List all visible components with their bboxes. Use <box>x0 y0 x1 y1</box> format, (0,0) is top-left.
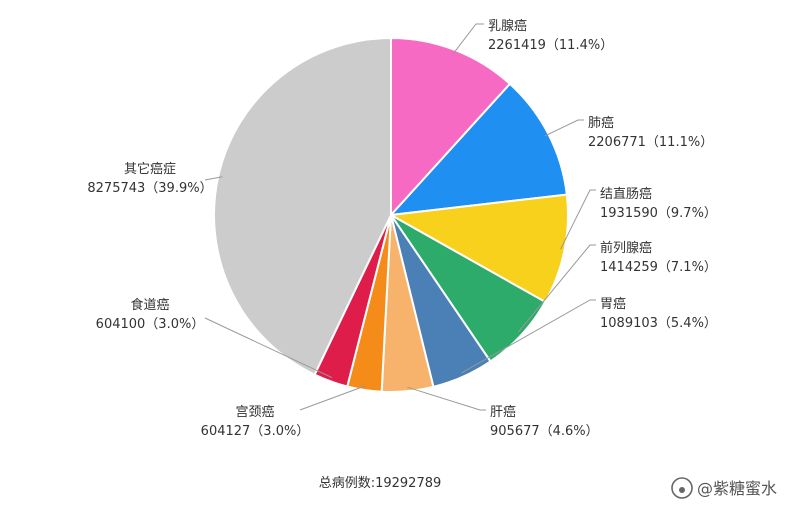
slice-value-label-7: 604127（3.0%） <box>201 424 310 439</box>
watermark: @紫糖蜜水 <box>671 477 777 499</box>
slice-name-label-6: 肝癌 <box>490 404 516 420</box>
leader-line-4 <box>517 244 596 333</box>
pie-slice-9 <box>213 36 392 376</box>
slice-name-label-8: 食道癌 <box>130 297 169 313</box>
slice-value-label-6: 905677（4.6%） <box>490 424 599 439</box>
slice-value-label-2: 2206771（11.1%） <box>588 135 713 150</box>
leader-line-6 <box>407 386 486 411</box>
leader-line-1 <box>452 23 484 54</box>
pie-slice-1 <box>390 36 512 218</box>
slice-labels: 乳腺癌 2261419（11.4%） 肺癌 2206771（11.1%） 结直肠癌 193… <box>87 18 717 439</box>
leader-line-3 <box>560 189 596 250</box>
slice-value-label-5: 1089103（5.4%） <box>600 316 717 331</box>
weibo-icon-dot <box>679 487 685 493</box>
leader-line-8 <box>204 317 333 379</box>
slice-value-label-1: 2261419（11.4%） <box>488 38 613 53</box>
slice-name-label-7: 宫颈癌 <box>235 404 274 420</box>
leader-line-5 <box>461 299 596 374</box>
watermark-text: @紫糖蜜水 <box>697 479 777 498</box>
total-cases-label: 总病例数:19292789 <box>319 476 442 491</box>
slice-name-label-9: 其它癌症 <box>124 161 176 177</box>
leader-line-2 <box>544 119 584 137</box>
slice-name-label-2: 肺癌 <box>588 115 614 131</box>
slice-value-label-9: 8275743（39.9%） <box>87 181 212 196</box>
leader-line-9 <box>204 176 223 181</box>
pie-slices <box>213 36 570 393</box>
leader-line-7 <box>299 385 366 411</box>
slice-name-label-4: 前列腺癌 <box>600 240 652 256</box>
slice-name-label-3: 结直肠癌 <box>600 186 652 202</box>
slice-value-label-8: 604100（3.0%） <box>96 317 205 332</box>
leader-lines <box>204 23 596 411</box>
slice-name-label-1: 乳腺癌 <box>488 18 527 34</box>
slice-value-label-4: 1414259（7.1%） <box>600 260 717 275</box>
weibo-icon <box>671 477 693 499</box>
slice-name-label-5: 胃癌 <box>600 296 626 312</box>
pie-slice-3 <box>387 193 570 304</box>
slice-value-label-3: 1931590（9.7%） <box>600 206 717 221</box>
